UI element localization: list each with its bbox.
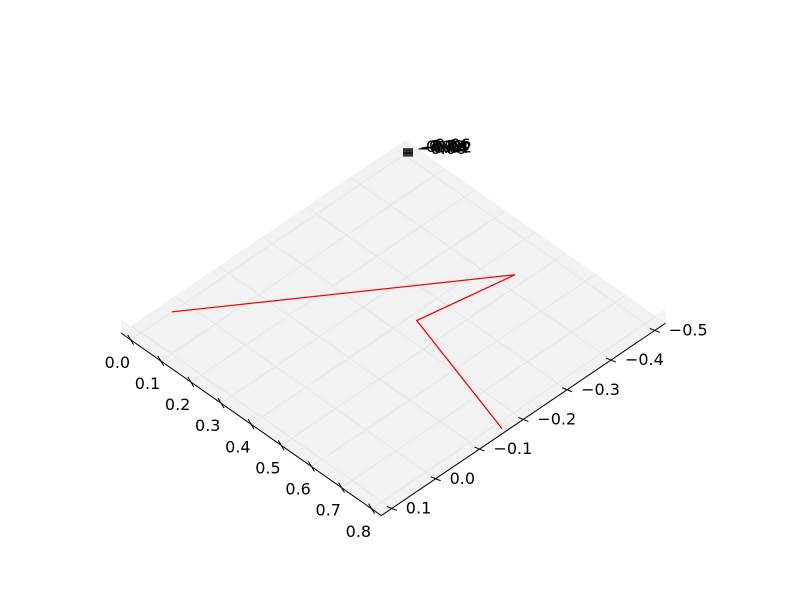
x-tick-label: 0.5 <box>255 458 280 477</box>
z-tick-label: 0.02 <box>429 136 465 155</box>
y-tick-label: −0.5 <box>669 320 708 339</box>
x-tick <box>127 334 135 346</box>
y-tick-label: 0.1 <box>406 498 431 517</box>
y-tick-label: −0.1 <box>493 439 532 458</box>
grid-line-y <box>350 177 612 361</box>
x-tick-label: 0.8 <box>346 522 371 541</box>
y-tick-label: 0.0 <box>450 469 475 488</box>
z-tick-label: 0.04 <box>432 136 468 155</box>
x-tick <box>217 397 225 409</box>
x-tick <box>187 376 195 388</box>
z-tick-label: 0.00 <box>426 137 462 156</box>
y-tick-label: −0.2 <box>537 409 576 428</box>
series <box>171 274 516 430</box>
y-tick <box>430 476 441 482</box>
x-tick <box>157 355 165 367</box>
x-tick-label: 0.4 <box>225 437 250 456</box>
tick-labels: 0.00.10.20.30.40.50.60.70.8−0.5−0.4−0.3−… <box>105 135 708 541</box>
x-tick-label: 0.7 <box>316 501 341 520</box>
y-tick <box>474 446 485 452</box>
x-tick <box>277 440 285 451</box>
x-tick <box>247 419 255 430</box>
x-tick-label: 0.0 <box>105 353 130 372</box>
series-line <box>171 274 516 430</box>
y-tick <box>518 416 529 422</box>
x-tick-label: 0.6 <box>285 480 310 499</box>
grid <box>130 147 656 510</box>
y-tick-label: −0.4 <box>625 350 664 369</box>
grid-line-y <box>394 147 656 331</box>
z-tick-label: 0.06 <box>435 135 471 154</box>
x-tick <box>338 482 345 493</box>
x-tick-label: 0.3 <box>195 416 220 435</box>
z-tick-label: −0.02 <box>423 138 472 157</box>
axes <box>120 148 666 516</box>
y-tick <box>386 505 397 511</box>
x-tick-label: 0.1 <box>135 374 160 393</box>
x-tick <box>368 503 376 515</box>
x-tick-label: 0.2 <box>165 395 190 414</box>
x-tick <box>307 461 315 472</box>
y-tick <box>605 357 617 363</box>
y-tick <box>561 387 573 393</box>
grid-line-y <box>306 206 568 391</box>
grid-line-y <box>175 295 436 480</box>
grid-line-y <box>218 266 480 450</box>
y-tick <box>649 327 660 333</box>
z-tick-label: −0.06 <box>417 139 466 158</box>
grid-line-y <box>262 236 524 420</box>
z-tick-label: −0.04 <box>420 138 469 157</box>
grid-line-y <box>131 325 393 509</box>
y-tick-label: −0.3 <box>581 380 620 399</box>
